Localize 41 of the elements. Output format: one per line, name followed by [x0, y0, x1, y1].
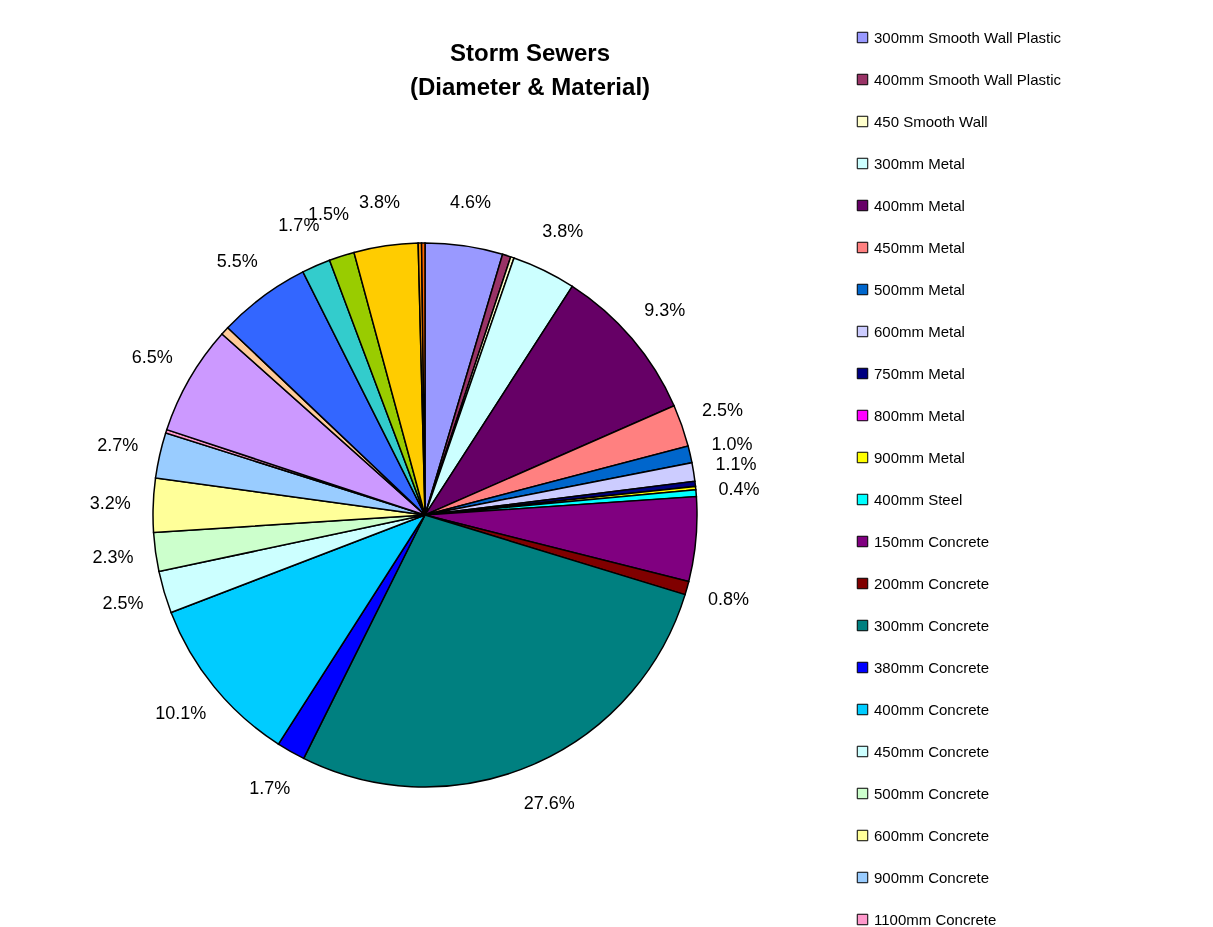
- text: Storm Sewers (Diameter & Material): [409, 39, 651, 100]
- data-label: 5.5%: [216, 251, 258, 272]
- data-label: 0.8%: [707, 588, 749, 609]
- legend-label: 450mm Concrete: [874, 742, 990, 760]
- data-label: 3.2%: [89, 492, 131, 513]
- legend-label: 300mm Concrete: [874, 616, 990, 634]
- data-label: 9.3%: [644, 299, 686, 320]
- legend-label: 450 Smooth Wall: [874, 112, 988, 130]
- legend-label: 450mm Metal: [874, 238, 965, 256]
- legend-label: 300mm Smooth Wall Plastic: [874, 28, 1062, 46]
- data-label: 4.6%: [449, 192, 491, 213]
- legend-label: 500mm Metal: [874, 280, 965, 298]
- legend-label: 1100mm Concrete: [874, 910, 997, 927]
- data-label: 0.4%: [718, 478, 760, 499]
- legend-label: 600mm Concrete: [874, 826, 990, 844]
- legend-label: 400mm Smooth Wall Plastic: [874, 70, 1062, 88]
- legend-label: 800mm Metal: [874, 406, 965, 424]
- data-label: 2.5%: [701, 400, 744, 421]
- data-label: 27.6%: [523, 793, 575, 814]
- legend-label: 380mm Concrete: [874, 658, 990, 676]
- legend-label: 400mm Metal: [874, 196, 965, 214]
- legend-label: 400mm Steel: [874, 490, 963, 508]
- data-label: 2.7%: [97, 434, 139, 455]
- legend-label: 400mm Concrete: [874, 700, 990, 718]
- data-label: 1.7%: [249, 778, 291, 799]
- data-label: 1.0%: [711, 433, 753, 454]
- data-label: 2.3%: [92, 546, 134, 567]
- legend-label: 750mm Metal: [874, 364, 965, 382]
- legend-label: 200mm Concrete: [874, 574, 990, 592]
- legend-label: 900mm Concrete: [874, 868, 990, 886]
- legend-label: 500mm Concrete: [874, 784, 990, 802]
- legend-label: 600mm Metal: [874, 322, 965, 340]
- legend-label: 900mm Metal: [874, 448, 965, 466]
- data-label: 2.5%: [102, 593, 144, 614]
- data-label: 1.1%: [715, 454, 757, 475]
- data-label: 3.8%: [542, 220, 584, 241]
- legend-label: 150mm Concrete: [874, 532, 990, 550]
- data-label: 6.5%: [131, 346, 173, 367]
- legend-label: 300mm Metal: [874, 154, 965, 172]
- data-label: 10.1%: [155, 703, 207, 724]
- data-label: 3.8%: [359, 192, 401, 213]
